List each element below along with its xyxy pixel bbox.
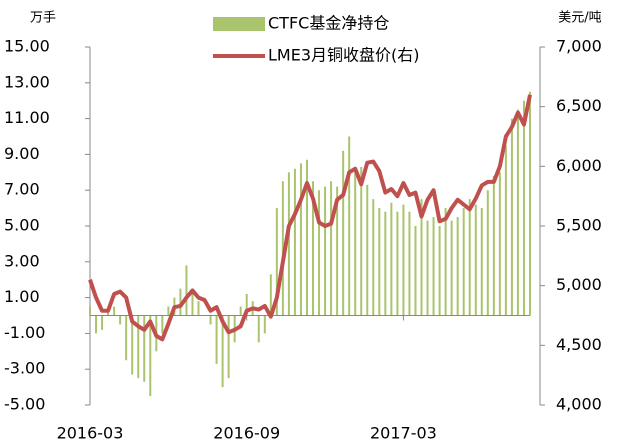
bar xyxy=(444,208,447,316)
x-tick-label: 2016-09 xyxy=(213,424,280,443)
y-tick-label: 5.00 xyxy=(4,216,40,235)
bar xyxy=(342,150,345,316)
legend-label: LME3月铜收盘价(右) xyxy=(268,46,420,65)
y2-tick-label: 5,000 xyxy=(556,275,602,294)
bar xyxy=(149,315,152,397)
bar xyxy=(191,288,194,316)
bar xyxy=(179,288,182,316)
bar xyxy=(312,181,315,316)
bar xyxy=(456,217,459,316)
bar xyxy=(131,315,134,375)
y2-tick-label: 4,000 xyxy=(556,395,602,414)
y-tick-label: 13.00 xyxy=(4,72,50,91)
bar xyxy=(462,208,465,316)
bar xyxy=(360,166,363,316)
bar xyxy=(432,217,435,316)
bar xyxy=(372,199,375,316)
bar xyxy=(468,199,471,316)
y-tick-label: 15.00 xyxy=(4,37,50,56)
bar xyxy=(426,220,429,316)
bar xyxy=(516,109,519,316)
bar xyxy=(504,145,507,316)
y-tick-label: 7.00 xyxy=(4,180,40,199)
y2-tick-label: 6,000 xyxy=(556,156,602,175)
line xyxy=(88,94,532,342)
bar xyxy=(450,220,453,316)
bar xyxy=(113,306,116,316)
bar xyxy=(305,159,308,316)
bar xyxy=(299,163,302,316)
bar xyxy=(257,315,260,343)
bar xyxy=(474,204,477,316)
bar xyxy=(263,315,266,334)
bar xyxy=(227,315,230,379)
y2-tick-label: 7,000 xyxy=(556,37,602,56)
bar xyxy=(221,315,224,388)
bar xyxy=(529,91,531,316)
bar xyxy=(492,175,495,316)
bar xyxy=(125,315,128,361)
bar xyxy=(215,315,218,364)
y2-tick-label: 6,500 xyxy=(556,96,602,115)
y-tick-label: -1.00 xyxy=(4,323,45,342)
bar xyxy=(281,181,284,316)
bar xyxy=(89,306,91,316)
y-tick-label: 1.00 xyxy=(4,287,40,306)
bar xyxy=(384,211,387,316)
bar xyxy=(197,301,200,316)
y-tick-label: 9.00 xyxy=(4,144,40,163)
bar xyxy=(348,136,351,316)
bar xyxy=(318,190,321,316)
bar xyxy=(287,172,290,316)
legend-label: CTFC基金净持仓 xyxy=(268,14,389,33)
bar xyxy=(378,208,381,316)
bar xyxy=(354,172,357,316)
x-tick-label: 2017-03 xyxy=(370,424,437,443)
bar xyxy=(245,294,248,316)
bar xyxy=(137,315,140,379)
bar xyxy=(390,202,393,316)
bar xyxy=(420,199,423,316)
bar xyxy=(143,315,146,382)
bar xyxy=(119,315,122,325)
bar xyxy=(480,208,483,316)
y2-tick-label: 5,500 xyxy=(556,216,602,235)
bar xyxy=(293,168,296,316)
bar xyxy=(269,274,272,316)
bar xyxy=(161,315,164,334)
bar xyxy=(408,211,411,316)
bar xyxy=(167,306,170,316)
bar xyxy=(486,190,489,316)
y-axis-label: 万手 xyxy=(30,11,56,26)
bar xyxy=(498,172,501,316)
bar xyxy=(330,181,333,316)
y-tick-label: 3.00 xyxy=(4,251,40,270)
bar xyxy=(324,186,327,316)
bar xyxy=(185,265,188,316)
bar xyxy=(414,226,417,316)
legend-swatch xyxy=(213,17,265,31)
y-tick-label: 11.00 xyxy=(4,108,50,127)
bar xyxy=(95,315,98,334)
bar xyxy=(396,211,399,316)
bar xyxy=(107,310,110,316)
bar xyxy=(336,186,339,316)
bar xyxy=(209,315,212,325)
y-tick-label: -5.00 xyxy=(4,395,45,414)
bar xyxy=(239,306,242,316)
bar xyxy=(438,226,441,316)
y2-tick-label: 4,500 xyxy=(556,335,602,354)
bar xyxy=(366,184,369,316)
bar xyxy=(101,315,104,330)
bar xyxy=(402,204,405,316)
y2-axis-label: 美元/吨 xyxy=(558,11,601,26)
bar xyxy=(275,208,278,316)
y-tick-label: -3.00 xyxy=(4,359,45,378)
bar xyxy=(510,118,513,316)
x-tick-label: 2016-03 xyxy=(57,424,124,443)
bar xyxy=(522,100,525,316)
